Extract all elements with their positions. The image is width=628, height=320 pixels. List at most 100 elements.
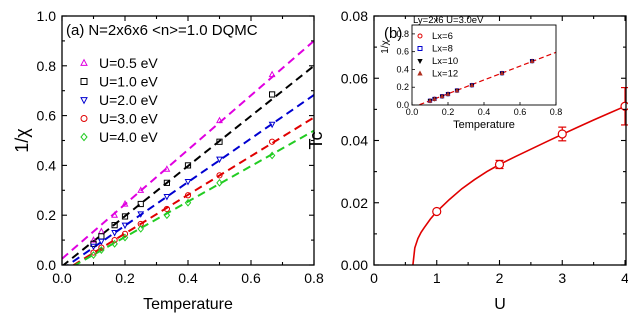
data-point — [121, 230, 129, 237]
y-axis-label: 1/χ — [12, 128, 32, 153]
data-point — [184, 179, 192, 186]
y-tick-label: 0.4 — [37, 157, 57, 173]
legend-marker — [417, 59, 423, 65]
legend-a: U=0.5 eV U=1.0 eV U=2.0 eV U=3.0 eV U=4.0 eV — [80, 55, 158, 145]
legend-marker — [80, 115, 88, 122]
data-point — [98, 233, 105, 240]
data-point — [184, 192, 192, 199]
tc-fit-curve — [412, 105, 626, 266]
data-point — [163, 179, 170, 186]
data-point — [121, 233, 129, 242]
data-point — [137, 211, 145, 218]
data-point — [163, 165, 171, 172]
data-point — [268, 121, 276, 129]
data-point — [90, 243, 97, 251]
data-point — [529, 58, 535, 63]
inset-y-axis-label: 1/χ — [380, 39, 391, 53]
y-tick-label: 1.0 — [37, 8, 57, 24]
data-point — [137, 186, 145, 193]
x-tick-label: 0.0 — [52, 270, 72, 286]
data-point — [137, 224, 145, 233]
inset-x-axis-label: Temperature — [453, 119, 515, 131]
data-point — [90, 249, 97, 256]
y-tick-label: 0.02 — [341, 195, 368, 211]
x-axis-label: Temperature — [143, 296, 233, 313]
y-tick-label: 0.2 — [37, 207, 57, 223]
data-point — [163, 193, 171, 201]
data-point — [163, 211, 171, 220]
x-tick-label: 0.6 — [241, 270, 261, 286]
data-point — [97, 238, 105, 246]
data-point — [216, 178, 223, 187]
data-point — [184, 198, 192, 207]
tc-data — [432, 86, 628, 217]
legend-label: Lx=6 — [432, 31, 453, 42]
legend-marker — [80, 132, 88, 142]
series-a-1 — [90, 70, 276, 243]
y-tick-label: 0.6 — [37, 108, 57, 124]
x-tick-label: 0.8 — [304, 270, 324, 286]
data-point — [269, 138, 276, 145]
legend-marker — [80, 58, 88, 66]
inset-y-tick-label: 0.0 — [396, 100, 409, 110]
data-point — [268, 151, 276, 160]
fit-line-5 — [73, 129, 314, 265]
inset-x-tick-label: 0.6 — [514, 107, 527, 117]
inset-x-tick-label: 0.8 — [550, 107, 563, 117]
data-point — [439, 93, 445, 99]
y-tick-label: 0.0 — [37, 257, 57, 273]
data-point — [111, 222, 118, 229]
x-tick-label: 1 — [433, 270, 441, 286]
data-point — [494, 159, 505, 170]
panel-a-title: (a) N=2x6x6 <n>=1.0 DQMC — [66, 22, 258, 39]
y-tick-label: 0.04 — [341, 133, 368, 149]
data-point — [454, 88, 460, 93]
data-point — [98, 244, 105, 251]
data-point — [432, 96, 437, 101]
data-point — [216, 138, 223, 145]
data-point — [111, 211, 119, 218]
legend-marker — [80, 97, 88, 105]
x-tick-label: 0 — [370, 270, 378, 286]
inset-series-4 — [427, 58, 535, 103]
data-point — [216, 172, 223, 179]
data-point — [121, 213, 129, 220]
data-point — [499, 70, 505, 76]
series-a-5 — [90, 151, 276, 259]
legend-marker — [80, 78, 88, 85]
x-tick-label: 0.2 — [115, 270, 135, 286]
legend-label: U=2.0 eV — [99, 92, 158, 108]
data-point — [111, 239, 118, 248]
data-point — [184, 162, 192, 169]
panel-a: 0.0 0.2 0.4 0.6 0.8 0.0 0.2 0.4 0.6 0.8 1.0 Tempera… — [12, 8, 324, 313]
fit-line-4 — [71, 116, 314, 265]
panel-label: (a) — [66, 22, 84, 39]
inset-x-tick-label: 0.4 — [478, 107, 491, 117]
series-a-3 — [90, 121, 276, 251]
inset-x-tick-label: 0.2 — [442, 107, 455, 117]
inset-y-tick-label: 0.6 — [396, 47, 409, 57]
data-point — [427, 98, 433, 103]
inset-y-tick-label: 0.2 — [396, 82, 409, 92]
y-tick-label: 0.06 — [341, 70, 368, 86]
inset-y-tick-label: 0.4 — [396, 64, 409, 74]
data-point — [121, 222, 129, 230]
data-point — [97, 227, 105, 234]
panel-label: (b) — [384, 25, 402, 42]
inset-x-tick-label: 0.0 — [406, 107, 419, 117]
chart-title: N=2x6x6 <n>=1.0 DQMC — [88, 22, 257, 39]
x-tick-label: 2 — [496, 270, 504, 286]
data-point — [557, 129, 567, 139]
legend-label: U=4.0 eV — [99, 129, 158, 145]
data-point — [121, 200, 129, 207]
data-point — [111, 230, 119, 237]
fit-line-1 — [62, 40, 314, 260]
legend-label: U=0.5 eV — [99, 55, 158, 71]
data-point — [268, 70, 276, 78]
legend-label: U=3.0 eV — [99, 111, 158, 127]
inset-background — [412, 25, 556, 105]
legend-label: Lx=10 — [432, 56, 458, 67]
legend-marker — [417, 46, 423, 51]
legend-label: Lx=8 — [432, 44, 453, 55]
